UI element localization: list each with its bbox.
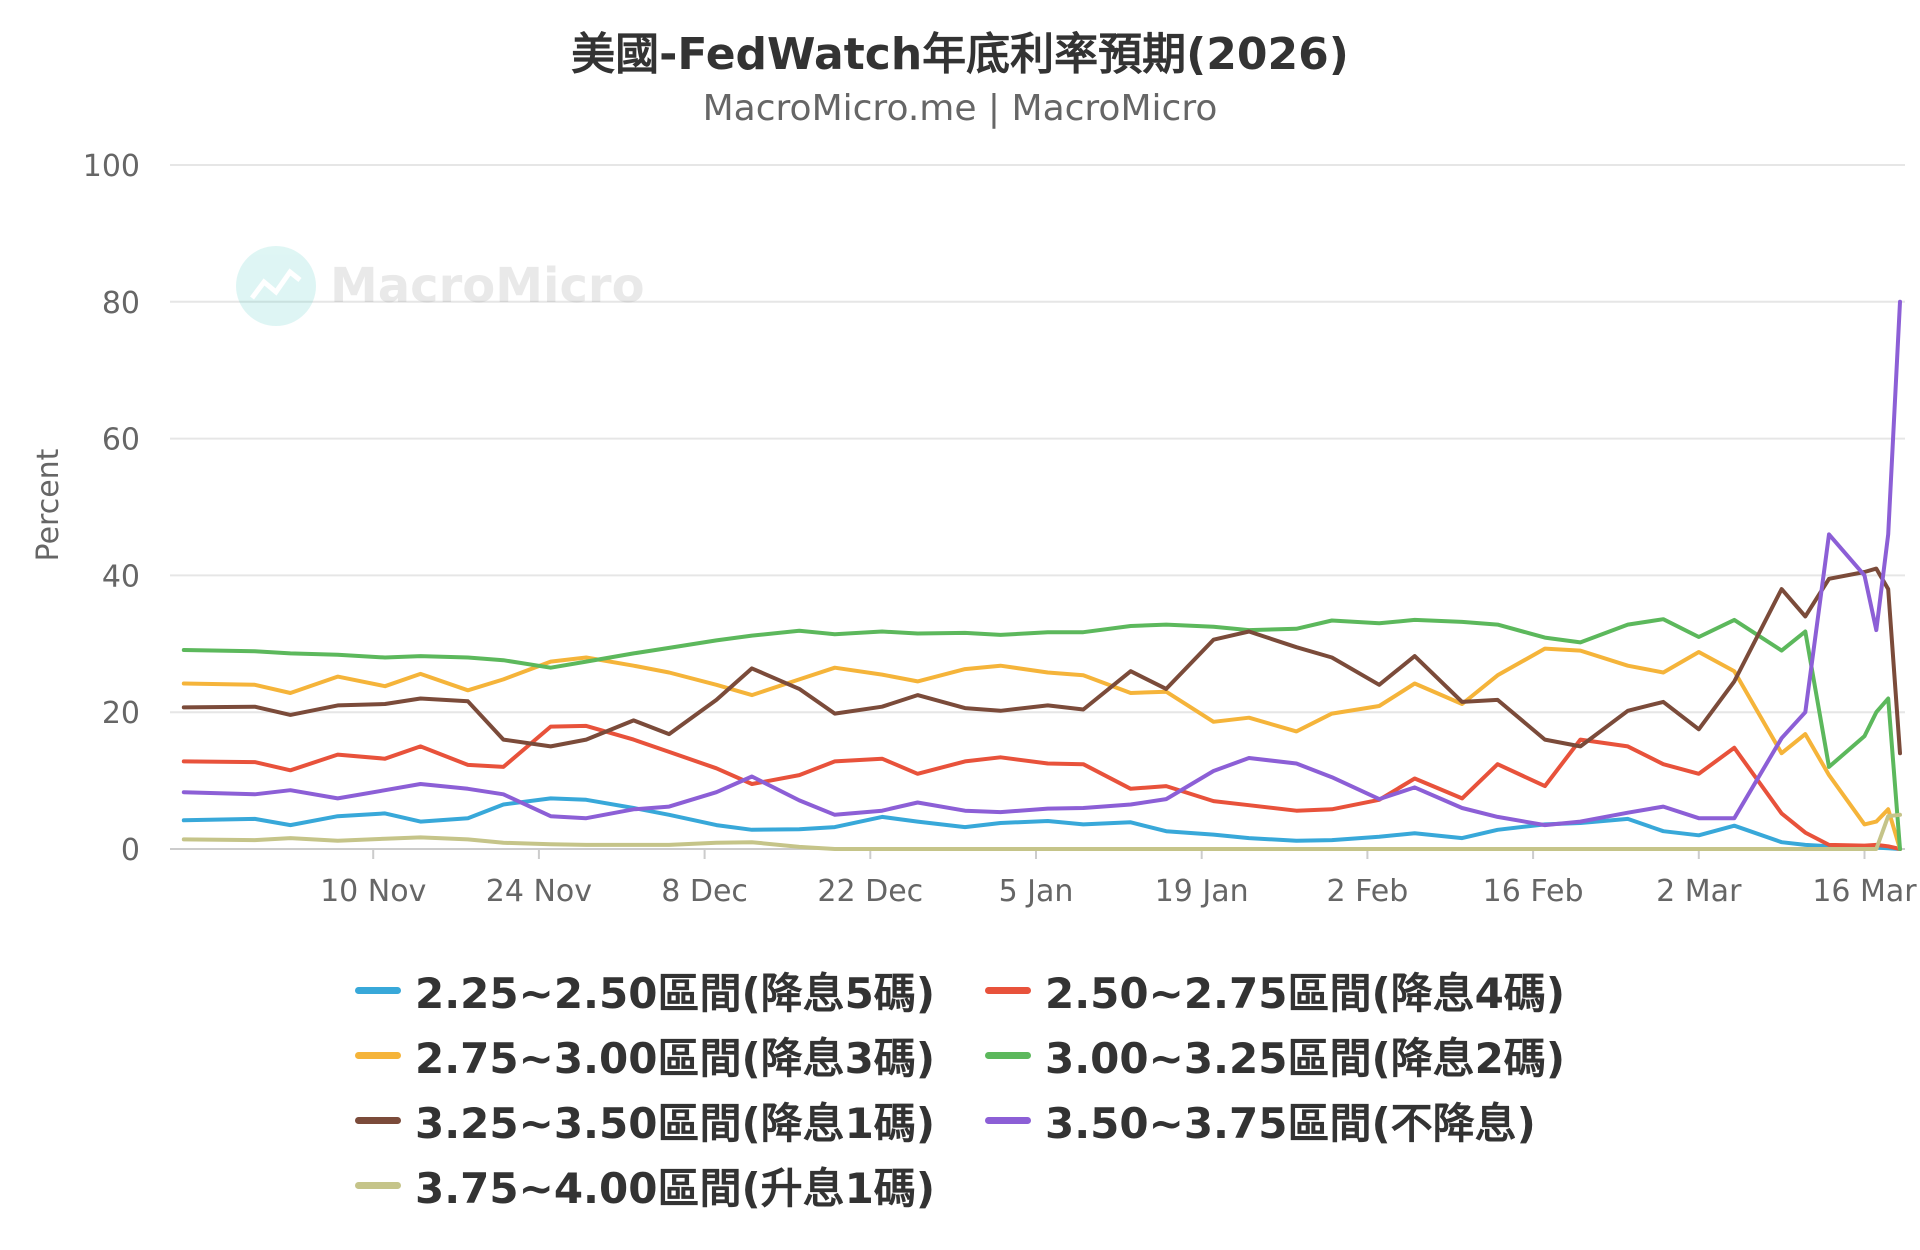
legend-swatch [985,986,1031,994]
y-tick-label: 100 [83,149,140,184]
x-tick-label: 24 Nov [486,874,592,909]
y-tick-label: 60 [102,423,140,458]
legend-item-4[interactable]: 3.00~3.25區間(降息2碼) [985,1025,1565,1085]
legend-swatch [985,1051,1031,1059]
x-tick-label: 5 Jan [999,874,1074,909]
series-line-6 [181,299,1902,828]
legend-label: 3.50~3.75區間(不降息) [1045,1098,1536,1148]
legend-item-7[interactable]: 3.75~4.00區間(升息1碼) [355,1155,935,1215]
series-line-2 [181,723,1902,851]
watermark-logo-icon [236,246,316,326]
grid-lines [170,164,1905,714]
y-tick-label: 0 [121,833,140,868]
legend-swatch [985,1116,1031,1124]
series-line-3 [181,646,1902,851]
x-tick-label: 2 Feb [1327,874,1409,909]
x-tick-label: 19 Jan [1155,874,1249,909]
x-tick-label: 22 Dec [817,874,923,909]
x-tick-label: 2 Mar [1656,874,1742,909]
y-tick-label: 20 [102,696,140,731]
chart-subtitle: MacroMicro.me | MacroMicro [702,88,1218,129]
x-axis-ticks: 10 Nov 24 Nov 8 Dec 22 Dec 5 Jan 19 Jan 2 Feb 1… [320,849,1917,909]
legend-swatch [355,1051,401,1059]
series-line-1 [181,796,1902,851]
x-tick-label: 16 Feb [1483,874,1584,909]
legend-label: 2.50~2.75區間(降息4碼) [1045,968,1566,1018]
legend-item-1[interactable]: 2.25~2.50區間(降息5碼) [355,960,935,1020]
line-chart: MacroMicro 0 20 40 60 80 100 10 Nov 24 Nov 8 De… [31,149,1917,909]
y-tick-label: 80 [102,286,140,321]
y-axis-label: Percent [31,448,66,561]
legend-label: 3.00~3.25區間(降息2碼) [1045,1033,1566,1083]
series-line-5 [181,566,1902,756]
watermark-text: MacroMicro [330,258,645,314]
x-tick-label: 8 Dec [661,874,748,909]
legend-item-2[interactable]: 2.50~2.75區間(降息4碼) [985,960,1565,1020]
y-tick-label: 40 [102,559,140,594]
legend-label: 3.75~4.00區間(升息1碼) [415,1163,936,1213]
legend-label: 3.25~3.50區間(降息1碼) [415,1098,936,1148]
legend-swatch [355,1116,401,1124]
watermark-logo-line [250,268,302,300]
legend-item-5[interactable]: 3.25~3.50區間(降息1碼) [355,1090,935,1150]
series-lines [181,299,1902,851]
y-axis-ticks: 0 20 40 60 80 100 [83,149,140,868]
legend-swatch [355,986,401,994]
x-tick-label: 16 Mar [1812,874,1917,909]
legend-swatch [355,1181,401,1189]
chart-title: 美國-FedWatch年底利率預期(2026) [571,29,1349,80]
x-tick-label: 10 Nov [320,874,426,909]
legend-item-3[interactable]: 2.75~3.00區間(降息3碼) [355,1025,935,1085]
legend-item-6[interactable]: 3.50~3.75區間(不降息) [985,1090,1536,1150]
series-line-4 [181,617,1902,851]
series-line-7 [181,812,1902,851]
watermark: MacroMicro [236,246,645,326]
legend-label: 2.75~3.00區間(降息3碼) [415,1033,936,1083]
legend-label: 2.25~2.50區間(降息5碼) [415,968,936,1018]
